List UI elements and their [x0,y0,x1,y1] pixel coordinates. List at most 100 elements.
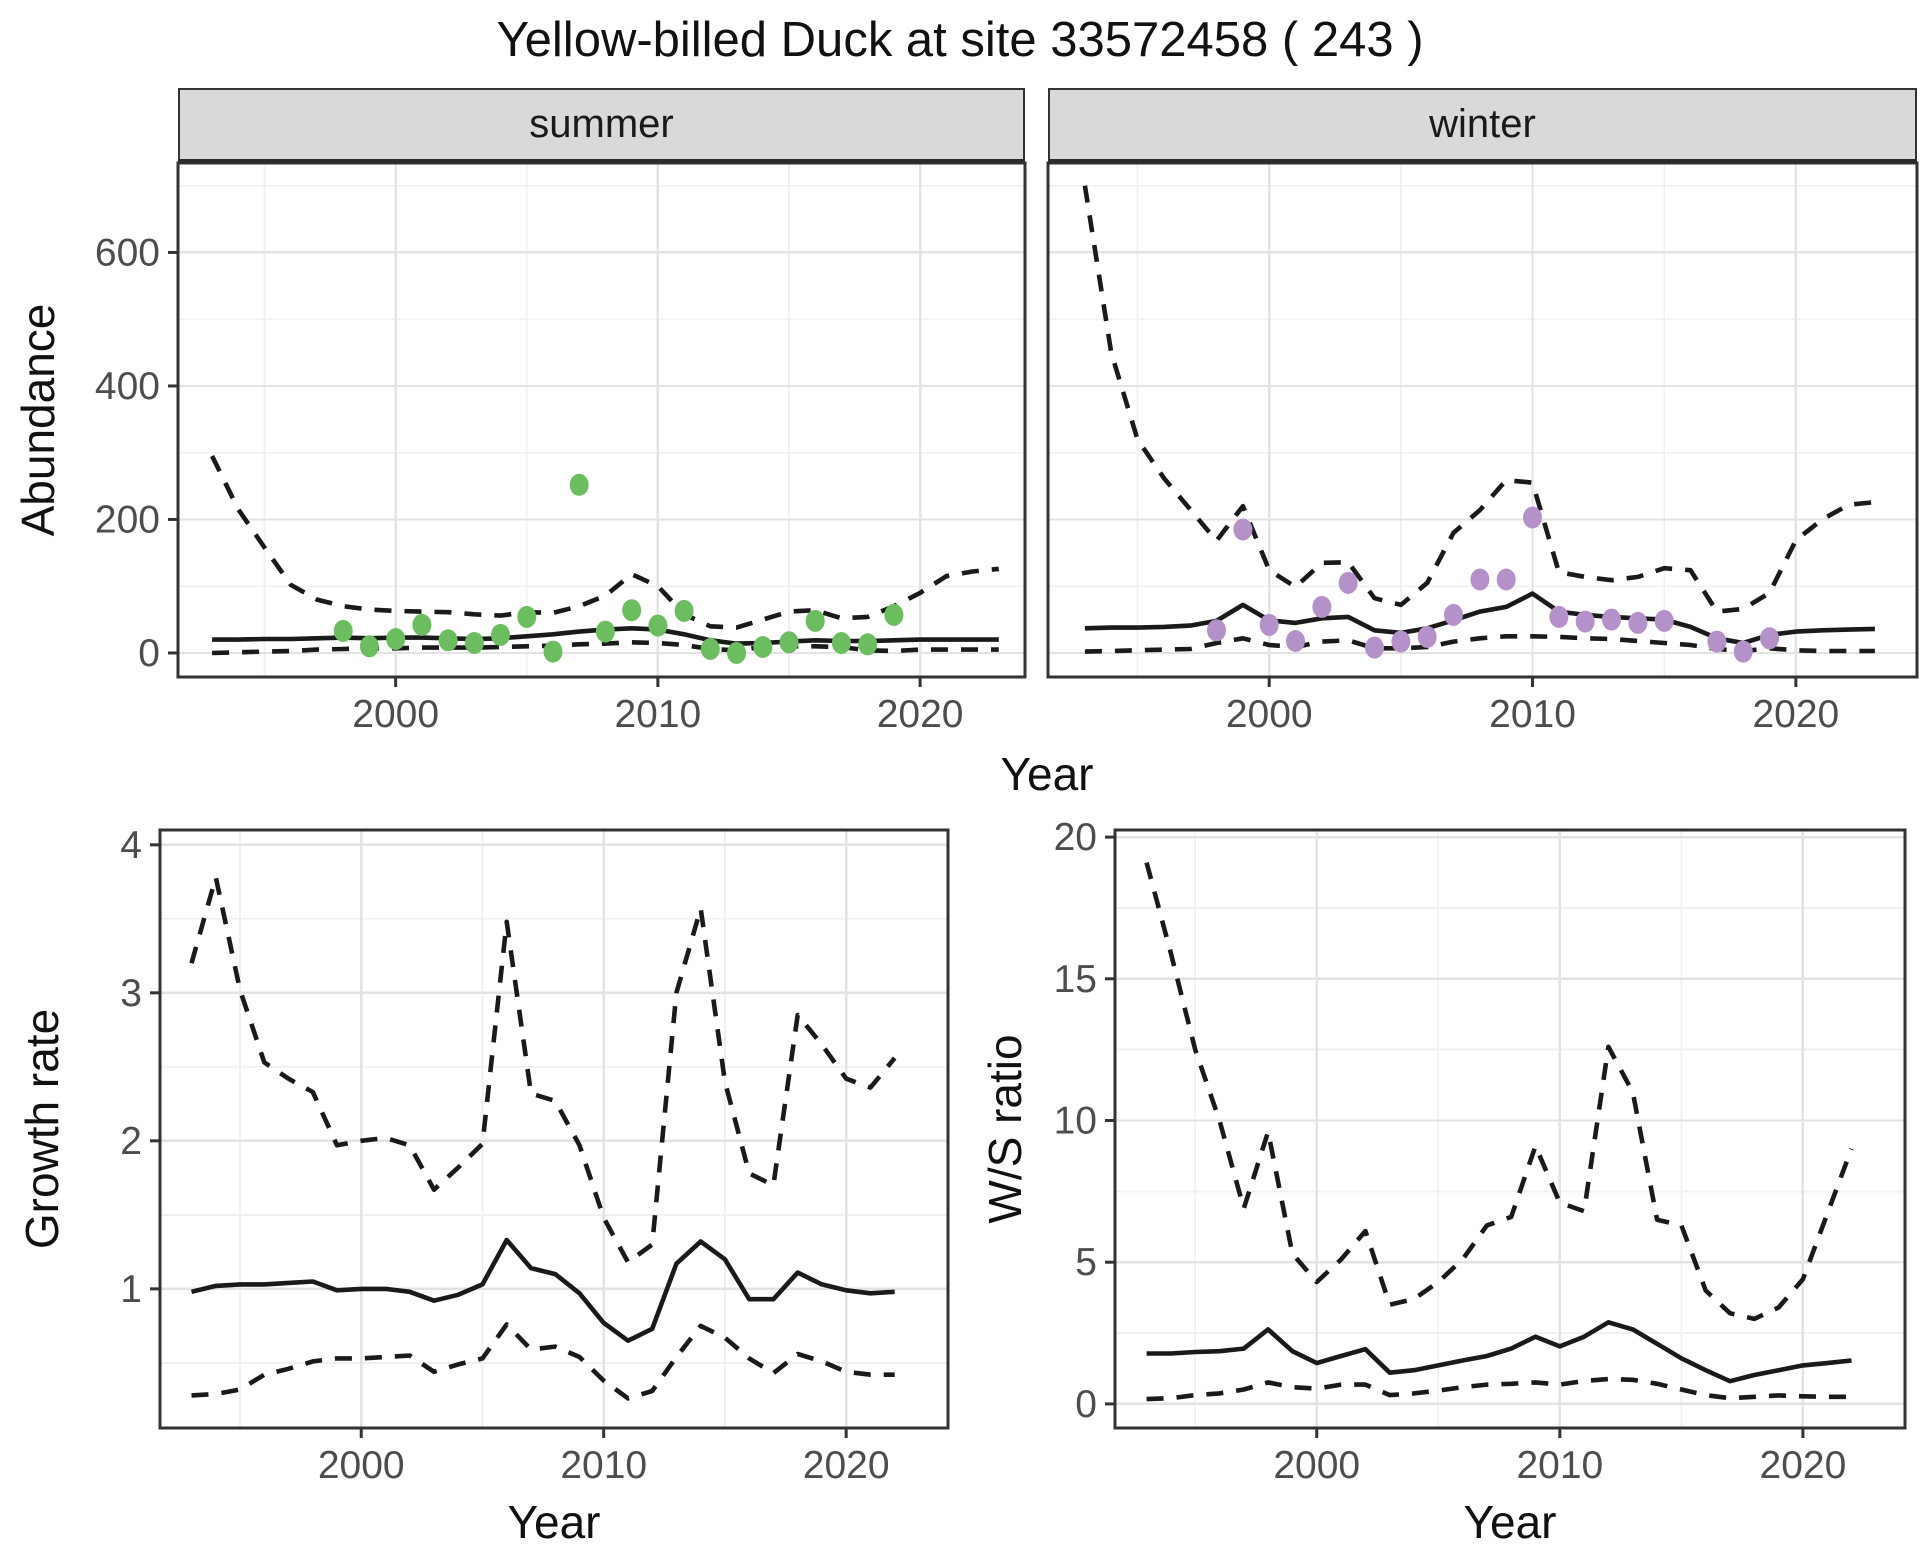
panel-border [176,161,1027,679]
ci-lower-line [212,639,999,656]
y-tick-label: 20 [1054,816,1097,859]
y-tick-label: 1 [120,1268,142,1311]
x-tick-label: 2020 [803,1444,890,1487]
ci-upper-line [189,875,897,1265]
data-point [491,623,510,646]
y-axis-title-growth-rate: Growth rate [16,1008,68,1250]
data-point [543,640,563,663]
data-point [622,599,642,622]
data-point [727,642,746,664]
data-point [464,632,484,654]
panel-border [158,828,950,1430]
data-point [1760,627,1779,650]
data-point [1549,605,1569,628]
data-point [1523,506,1542,529]
panel-border [1046,161,1919,679]
facet-strip-winter: winter [1048,88,1917,163]
data-point [858,633,878,656]
y-tick-label: 4 [120,824,142,867]
x-tick-label: 2020 [1760,1444,1847,1487]
y-tick-label: 600 [95,231,160,274]
facet-strip-summer: summer [178,88,1025,163]
x-tick-label: 2020 [1752,693,1839,736]
x-tick-label: 2020 [877,693,964,736]
ci-upper-line [1144,862,1854,1322]
x-tick-label: 2010 [614,693,701,736]
panel-border [1113,828,1907,1430]
data-point [412,613,432,636]
data-point [805,609,825,632]
data-point [1628,611,1648,634]
data-point [1312,595,1332,618]
data-point [884,603,904,626]
data-point [779,631,799,654]
x-tick-label: 2010 [560,1444,647,1487]
y-tick-label: 15 [1054,958,1097,1001]
data-point [333,619,353,642]
y-tick-label: 10 [1054,1099,1097,1142]
x-tick-label: 2000 [318,1444,405,1487]
facet-strip-label: winter [1429,102,1536,146]
panel-data-growth [189,875,897,1401]
x-tick-label: 2010 [1516,1444,1603,1487]
panel-growth: 2000 2010 2020 1 2 3 4 [120,824,950,1487]
data-point [753,636,773,658]
y-tick-label: 2 [120,1120,142,1163]
data-point [1286,630,1305,652]
panel-winter: 2000 2010 2020 [1046,161,1919,736]
y-tick-label: 3 [120,972,142,1015]
x-axis-title-growth: Year [507,1496,601,1548]
x-tick-label: 2000 [1226,693,1313,736]
data-point [648,614,668,637]
data-point [1444,603,1463,626]
panel-data-summer [210,454,1000,664]
y-axis-title-ws-ratio: W/S ratio [979,1034,1031,1224]
data-point [1733,640,1753,663]
data-point [1391,630,1411,653]
data-point [438,629,458,652]
data-point [674,599,694,622]
data-point [359,635,379,658]
y-tick-label: 0 [138,632,160,675]
data-point [386,628,406,650]
data-point [1470,568,1490,591]
y-axis-title-abundance: Abundance [12,303,64,537]
facet-strip-label: summer [529,102,674,146]
panel-summer: 2000 2010 2020 0 200 400 600 [95,161,1027,736]
data-point [700,638,720,660]
data-point [1602,608,1621,631]
data-point [1365,636,1384,659]
data-point [1417,625,1437,648]
ci-lower-line [1146,1376,1852,1402]
ci-lower-line [191,1322,895,1401]
fitted-line [190,1237,895,1343]
ci-upper-line [1082,185,1876,614]
y-tick-label: 400 [95,365,160,408]
x-tick-label: 2010 [1489,693,1576,736]
x-axis-title-top: Year [1000,748,1094,800]
y-tick-label: 0 [1075,1383,1097,1426]
data-point [1207,619,1226,642]
data-point [1233,518,1253,541]
data-point [1654,609,1674,632]
data-point [1707,630,1727,653]
data-point [517,605,537,628]
panel-data-winter [1082,185,1876,663]
x-tick-label: 2000 [1273,1444,1360,1487]
data-point [831,632,851,654]
panel-ws: 2000 2010 2020 0 5 10 15 20 [1054,816,1907,1487]
fitted-line [1146,1320,1852,1384]
data-point [1496,568,1516,591]
x-tick-label: 2000 [352,693,439,736]
y-tick-label: 5 [1075,1241,1097,1284]
panel-data-ws [1144,862,1854,1402]
data-point [1259,613,1279,636]
data-point [595,620,615,643]
data-point [569,473,589,496]
x-axis-title-ws: Year [1463,1496,1557,1548]
y-tick-label: 200 [95,498,160,541]
ci-upper-line [210,454,1000,630]
figure-title: Yellow-billed Duck at site 33572458 ( 24… [496,13,1424,67]
